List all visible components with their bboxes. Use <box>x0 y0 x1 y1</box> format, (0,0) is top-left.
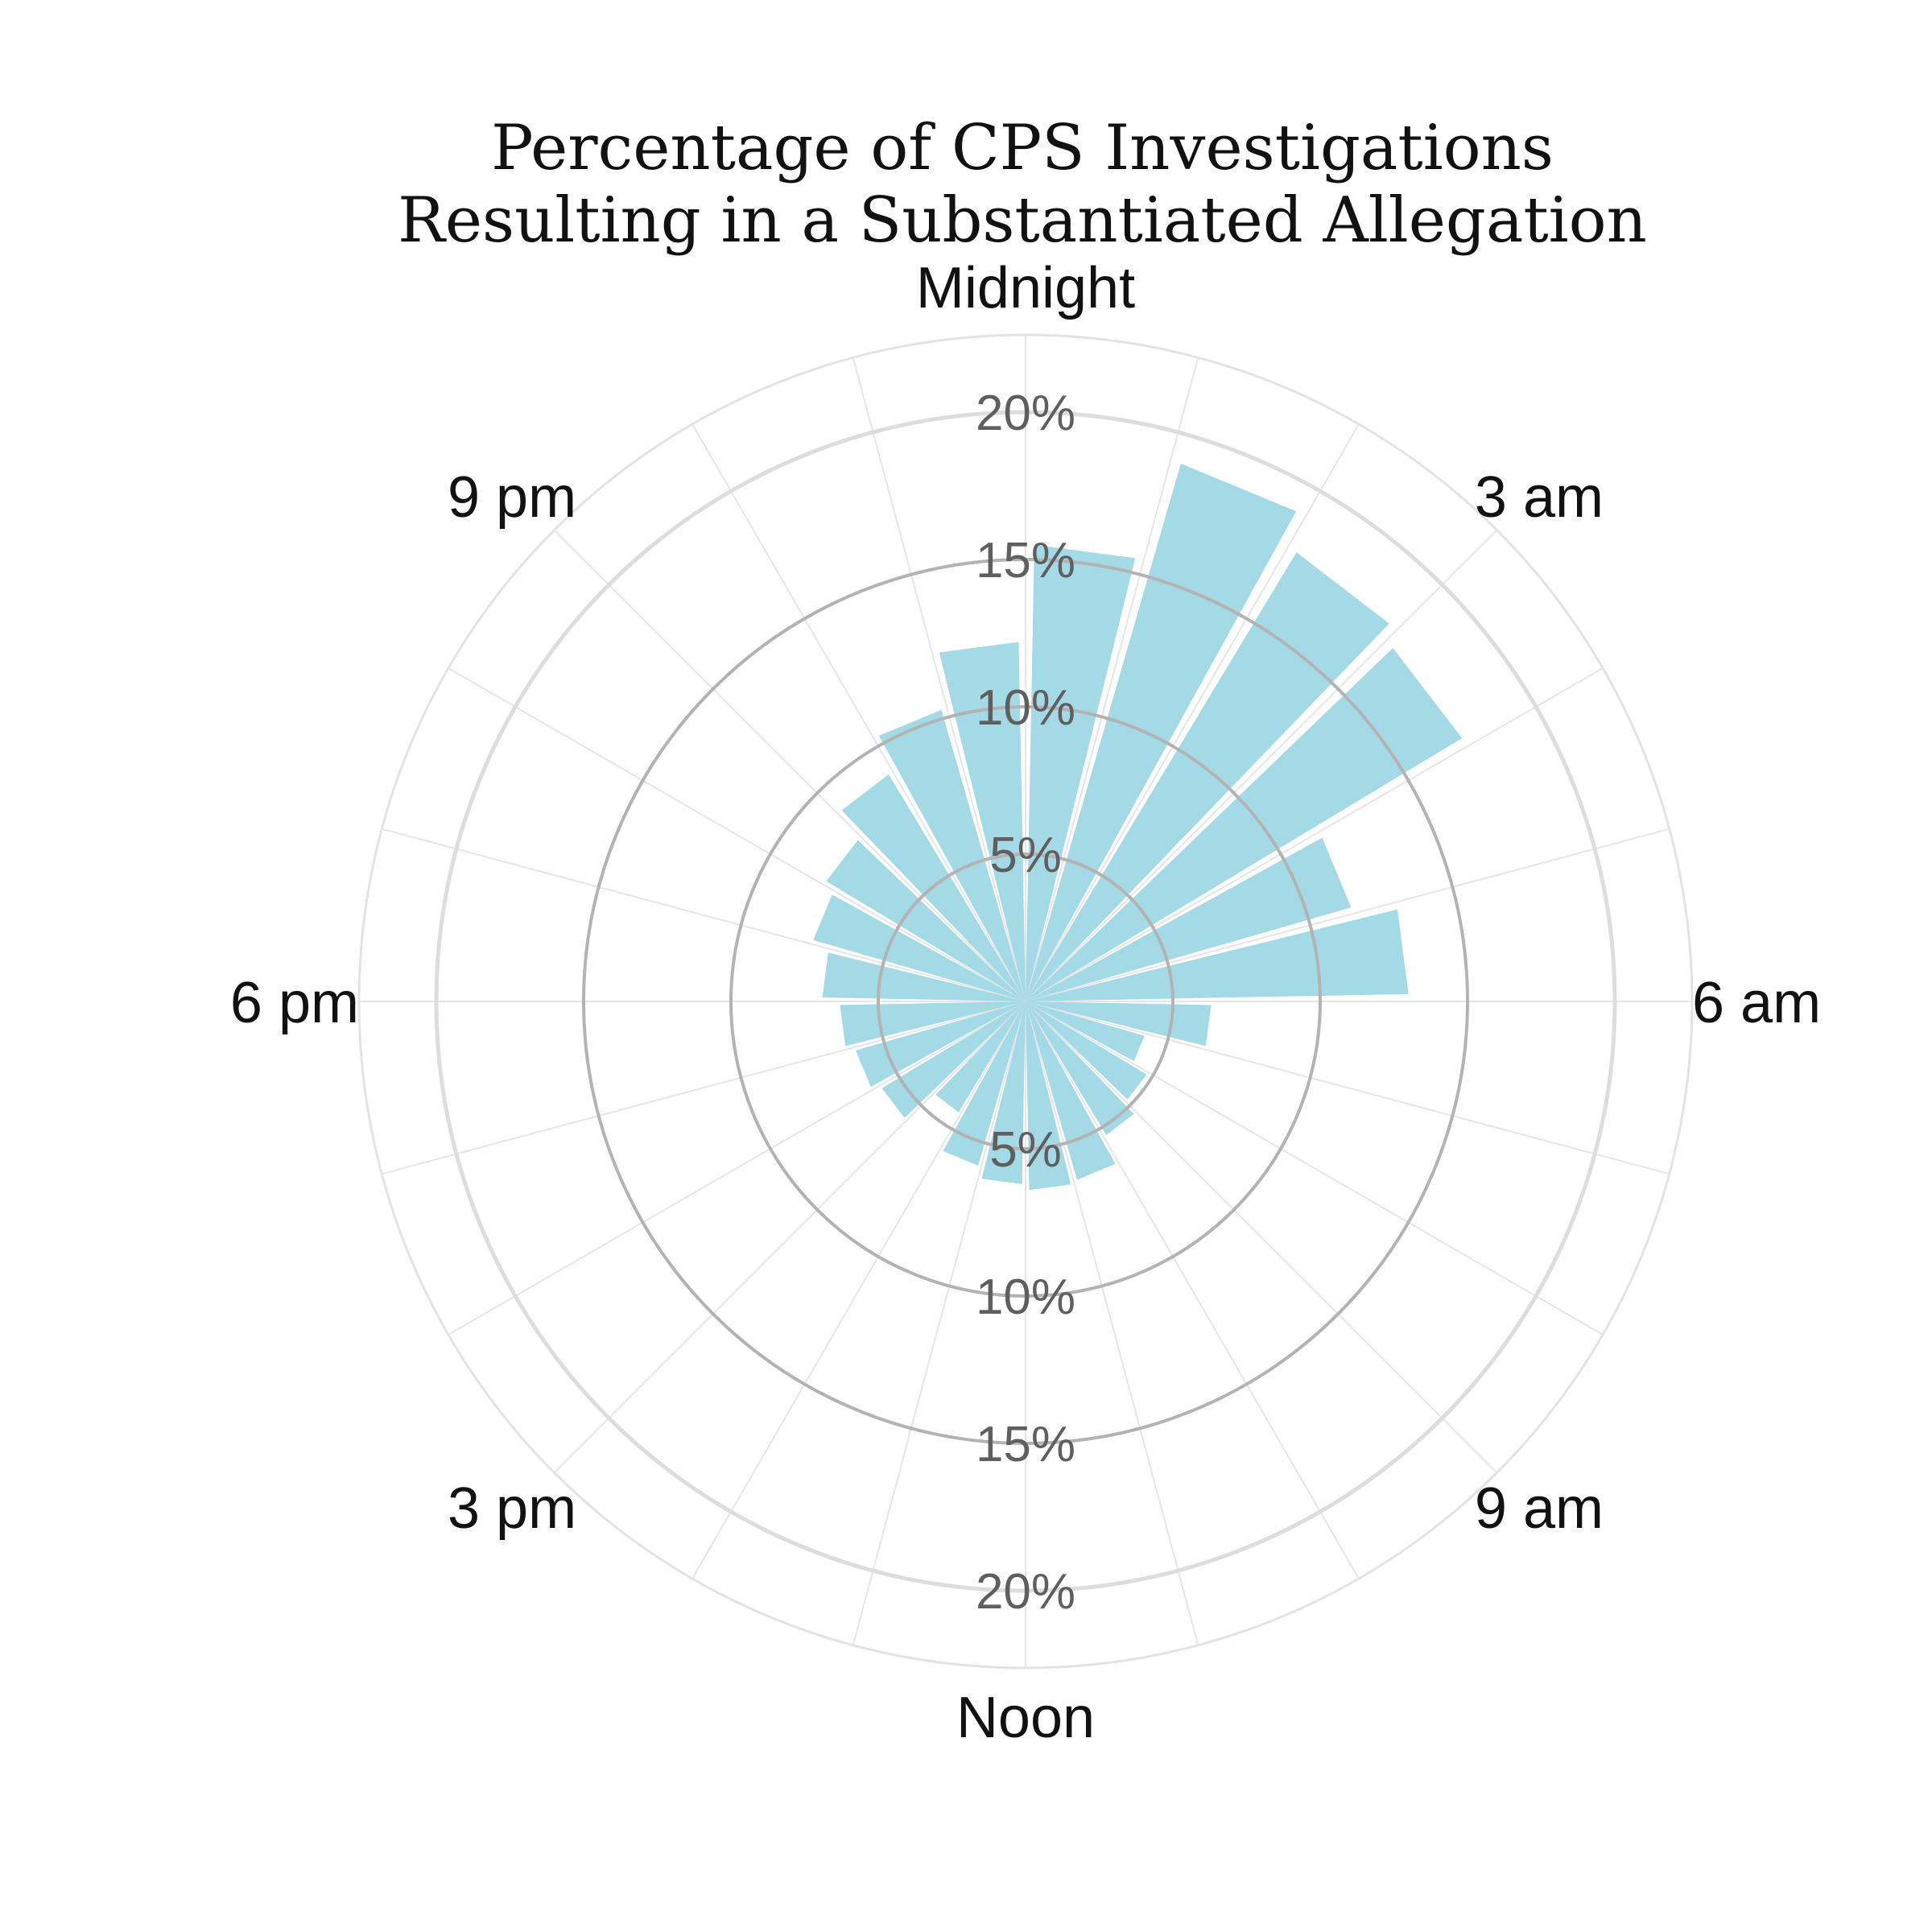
spoke-line <box>1025 423 1360 1002</box>
bar-wedge <box>1026 552 1389 1001</box>
spoke-line <box>1025 667 1604 1002</box>
hour-label: 3 pm <box>448 1476 576 1541</box>
bar-wedge <box>813 894 1026 1001</box>
hour-label: 9 pm <box>448 465 576 530</box>
chart-title: Percentage of CPS Investigations Resulti… <box>398 112 1647 257</box>
bar-wedge <box>822 952 1026 1001</box>
spoke-line <box>691 1001 1026 1579</box>
bar-wedge <box>840 1001 1026 1046</box>
spoke-line <box>1025 1001 1604 1335</box>
bars <box>813 463 1463 1191</box>
chart-title-line-2: Resulting in a Substantiated Allegation <box>398 184 1647 257</box>
spoke-line <box>381 828 1026 1002</box>
bar-wedge <box>1026 1001 1071 1191</box>
bar-wedge <box>1026 837 1352 1001</box>
spoke-line <box>381 1001 1026 1175</box>
spoke-line <box>691 423 1026 1002</box>
ring-circle <box>434 410 1617 1593</box>
bar-wedge <box>856 1001 1026 1088</box>
grid <box>357 333 1694 1670</box>
spoke-line <box>1025 828 1670 1002</box>
bar-wedge <box>1026 1001 1147 1100</box>
bar-wedge <box>1026 1001 1134 1136</box>
hour-label: 3 am <box>1475 465 1604 530</box>
bar-wedge <box>981 1001 1026 1184</box>
spoke-line <box>1025 1001 1360 1579</box>
hour-label: Midnight <box>916 256 1135 320</box>
ring-circle <box>582 558 1469 1445</box>
ring-label-bottom: 20% <box>976 1564 1075 1620</box>
ring-label-top: 15% <box>976 533 1075 588</box>
bar-wedge <box>1026 463 1297 1001</box>
spoke-line <box>1025 357 1199 1002</box>
radial-rings <box>434 410 1617 1593</box>
bar-wedge <box>1026 647 1463 1001</box>
bar-wedge <box>826 840 1026 1001</box>
bar-wedge <box>878 709 1026 1001</box>
spoke-line <box>1025 1001 1498 1474</box>
ring-label-bottom: 15% <box>976 1417 1075 1472</box>
ring-label-top: 20% <box>976 386 1075 441</box>
bar-wedge <box>1026 1001 1145 1062</box>
hour-label: 6 pm <box>230 971 359 1035</box>
ring-label-top: 5% <box>989 828 1062 883</box>
ring-circle <box>877 852 1174 1150</box>
bar-wedge <box>935 1001 1026 1113</box>
spoke-line <box>553 529 1026 1002</box>
bar-wedge <box>1026 1001 1212 1046</box>
spoke-line <box>1025 1001 1199 1646</box>
spoke-line <box>448 667 1026 1002</box>
spoke-line <box>852 357 1026 1002</box>
spoke-line <box>1025 1001 1670 1175</box>
hour-label: 9 am <box>1475 1476 1604 1541</box>
spoke-line <box>448 1001 1026 1335</box>
spoke-line <box>852 1001 1026 1646</box>
hour-label: 6 am <box>1692 971 1821 1035</box>
bar-wedge <box>1026 544 1136 1001</box>
radial-tick-labels: 5% 5% 10% 10% 15% 15% 20% 20% <box>976 386 1075 1620</box>
ring-label-bottom: 10% <box>976 1269 1075 1325</box>
hour-labels: Midnight 3 am 6 am 9 am Noon 3 pm 6 pm 9 pm <box>230 256 1821 1750</box>
hour-label: Noon <box>956 1686 1095 1750</box>
ring-circle <box>729 705 1322 1298</box>
chart-title-line-1: Percentage of CPS Investigations <box>491 112 1554 184</box>
bar-wedge <box>881 1001 1026 1118</box>
ring-label-bottom: 5% <box>989 1122 1062 1178</box>
bar-wedge <box>939 642 1026 1001</box>
ring-label-top: 10% <box>976 680 1075 736</box>
bar-wedge <box>1026 1001 1116 1180</box>
bar-wedge <box>943 1001 1026 1166</box>
spoke-line <box>553 1001 1026 1474</box>
spoke-line <box>1025 529 1498 1002</box>
